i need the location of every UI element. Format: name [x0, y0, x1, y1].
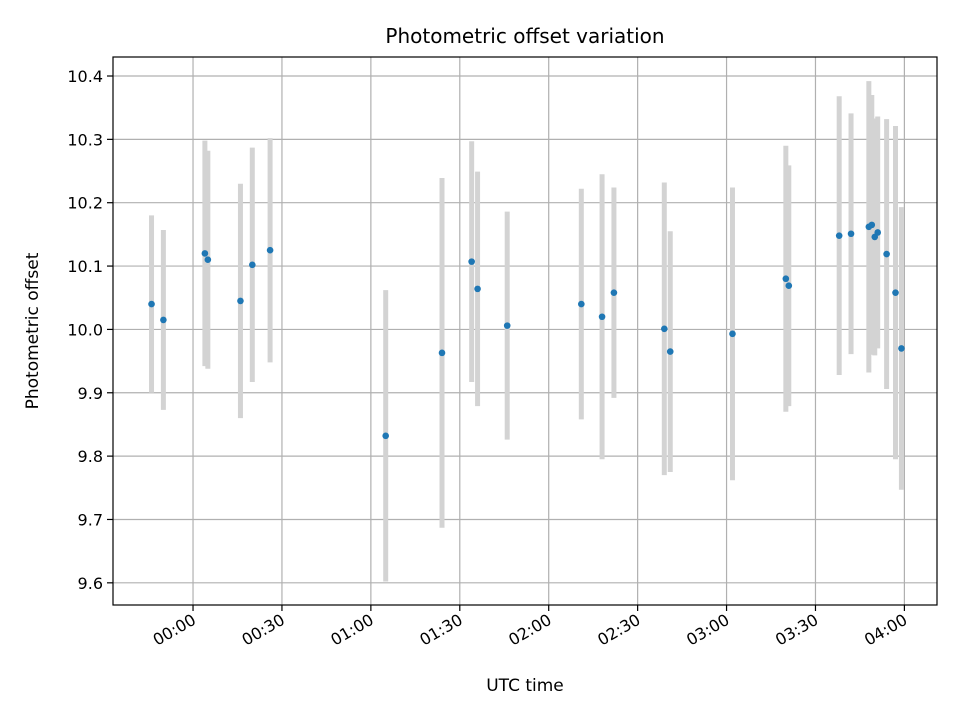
y-tick-label: 10.1 — [67, 257, 103, 276]
data-point — [474, 285, 481, 293]
data-point — [661, 325, 668, 333]
y-tick-label: 9.6 — [78, 574, 103, 593]
data-point — [201, 250, 209, 257]
x-tick-label: 03:00 — [683, 610, 732, 650]
x-tick-label: 00:30 — [239, 610, 288, 650]
y-axis-label: Photometric offset — [23, 252, 43, 409]
y-tick-label: 9.7 — [78, 510, 103, 529]
y-tick-label: 10.2 — [67, 194, 103, 213]
x-tick-label: 03:30 — [772, 610, 821, 650]
x-tick-label: 02:00 — [505, 610, 554, 650]
x-axis-label: UTC time — [486, 676, 564, 696]
x-tick-label: 01:00 — [327, 610, 376, 650]
data-point — [883, 250, 890, 258]
data-point — [468, 258, 475, 265]
data-point — [868, 221, 876, 229]
data-points — [148, 221, 905, 440]
error-bars — [149, 81, 904, 582]
data-point — [148, 300, 155, 308]
x-axis-ticks: 00:00 00:30 01:00 01:30 02:00 02:30 03:00 03:30… — [150, 605, 910, 650]
data-point — [598, 313, 606, 321]
data-point — [785, 282, 793, 290]
y-axis-ticks: 9.6 9.7 9.8 9.9 10.0 10.1 10.2 10.3 10.4 — [67, 67, 113, 593]
y-tick-label: 9.8 — [78, 447, 103, 466]
data-point — [438, 349, 446, 357]
x-tick-label: 04:00 — [861, 610, 910, 650]
data-point — [729, 330, 736, 338]
data-point — [578, 300, 585, 308]
data-point — [847, 230, 855, 238]
x-tick-label: 02:30 — [594, 610, 643, 650]
data-point — [266, 246, 274, 254]
chart-title: Photometric offset variation — [385, 24, 664, 48]
data-point — [782, 275, 790, 283]
data-point — [835, 232, 843, 239]
plot-frame — [112, 56, 938, 606]
y-tick-label: 10.4 — [67, 67, 103, 86]
data-point — [503, 322, 511, 329]
x-tick-label: 01:30 — [416, 610, 465, 650]
grid-lines — [113, 57, 937, 605]
data-point — [249, 261, 256, 269]
data-point — [204, 256, 212, 264]
y-tick-label: 10.3 — [67, 130, 103, 149]
data-point — [382, 432, 389, 440]
data-point — [874, 229, 882, 236]
y-tick-label: 10.0 — [67, 320, 103, 339]
data-point — [898, 345, 905, 352]
x-tick-label: 00:00 — [150, 610, 199, 650]
data-point — [237, 297, 244, 305]
y-tick-label: 9.9 — [78, 384, 103, 403]
data-point — [892, 289, 899, 296]
data-point — [610, 289, 618, 296]
data-point — [666, 348, 674, 355]
data-point — [160, 316, 167, 324]
